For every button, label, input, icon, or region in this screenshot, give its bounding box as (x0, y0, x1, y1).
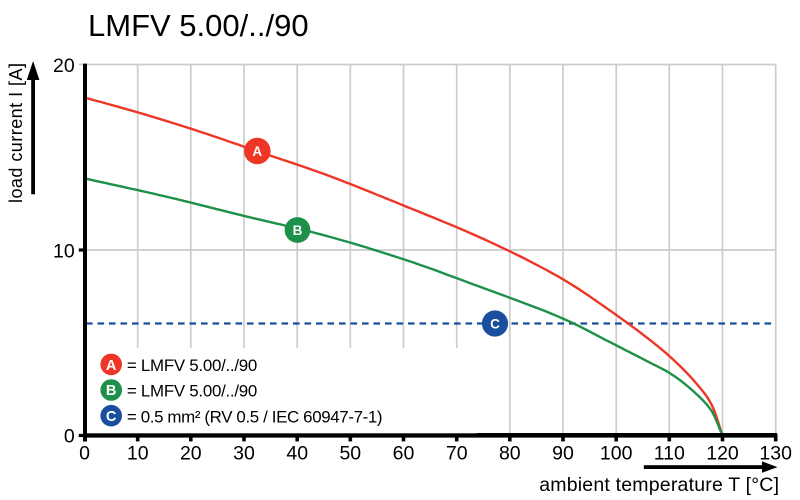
svg-text:50: 50 (339, 442, 361, 464)
svg-text:70: 70 (446, 442, 468, 464)
svg-text:130: 130 (759, 442, 792, 464)
svg-text:B: B (293, 223, 303, 238)
svg-text:= 0.5 mm² (RV 0.5 / IEC 60947-: = 0.5 mm² (RV 0.5 / IEC 60947-7-1) (127, 407, 383, 426)
svg-text:40: 40 (286, 442, 308, 464)
svg-text:A: A (106, 358, 117, 374)
svg-text:100: 100 (600, 442, 633, 464)
svg-text:80: 80 (499, 442, 521, 464)
svg-text:= LMFV 5.00/../90: = LMFV 5.00/../90 (127, 356, 257, 375)
svg-text:= LMFV 5.00/../90: = LMFV 5.00/../90 (127, 382, 257, 401)
svg-text:load current I [A]: load current I [A] (6, 63, 26, 203)
svg-text:LMFV 5.00/../90: LMFV 5.00/../90 (88, 8, 309, 43)
svg-text:10: 10 (53, 240, 75, 262)
svg-text:C: C (490, 316, 500, 331)
svg-text:20: 20 (53, 55, 75, 77)
svg-text:90: 90 (552, 442, 574, 464)
svg-text:A: A (252, 144, 262, 159)
svg-text:0: 0 (64, 426, 75, 448)
svg-text:0: 0 (79, 442, 90, 464)
svg-text:30: 30 (233, 442, 255, 464)
svg-text:B: B (106, 383, 117, 399)
svg-text:120: 120 (706, 442, 739, 464)
svg-text:ambient temperature T [°C]: ambient temperature T [°C] (539, 474, 779, 496)
svg-text:C: C (106, 409, 117, 425)
svg-text:60: 60 (393, 442, 415, 464)
svg-text:20: 20 (180, 442, 202, 464)
svg-text:10: 10 (127, 442, 149, 464)
svg-text:110: 110 (654, 442, 685, 464)
